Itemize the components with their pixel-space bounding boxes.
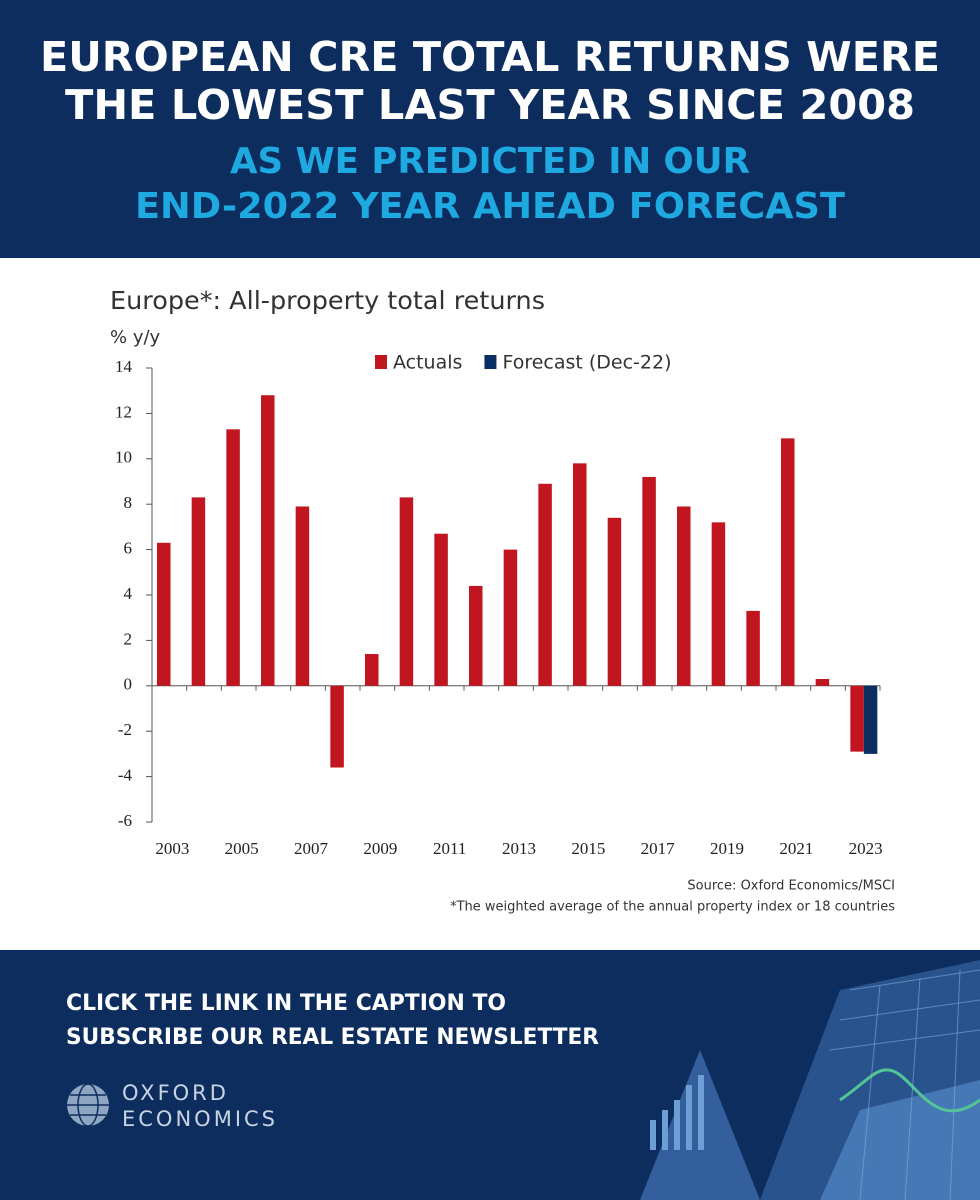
headline: EUROPEAN CRE TOTAL RETURNS WERE: [40, 33, 940, 81]
y-tick-label: -4: [118, 766, 133, 785]
y-tick-label: 8: [124, 493, 133, 512]
x-tick-label: 2011: [433, 839, 466, 858]
bar: [261, 395, 275, 686]
headline: THE LOWEST LAST YEAR SINCE 2008: [65, 81, 915, 129]
bar: [781, 438, 795, 686]
logo-text: ECONOMICS: [122, 1107, 278, 1131]
cta-text: SUBSCRIBE OUR REAL ESTATE NEWSLETTER: [66, 1025, 599, 1050]
bar: [573, 463, 587, 686]
subheadline: END-2022 YEAR AHEAD FORECAST: [135, 186, 845, 227]
bar: [677, 506, 691, 686]
header-band: [0, 0, 980, 258]
x-tick-label: 2009: [363, 839, 397, 858]
chart-title: Europe*: All-property total returns: [110, 286, 545, 315]
legend-label: Actuals: [393, 352, 462, 374]
x-tick-label: 2005: [225, 839, 259, 858]
bar: [157, 542, 171, 686]
bar: [295, 506, 310, 686]
x-tick-label: 2019: [710, 839, 744, 858]
bar: [191, 497, 206, 686]
bar: [399, 497, 414, 686]
source-note: Source: Oxford Economics/MSCI: [687, 879, 895, 894]
bar: [746, 610, 760, 686]
bar: [503, 549, 518, 686]
logo-text: OXFORD: [122, 1081, 229, 1105]
bar: [330, 685, 344, 768]
x-tick-label: 2013: [502, 839, 536, 858]
legend-swatch: [484, 355, 497, 369]
bar: [863, 685, 878, 754]
y-tick-label: -6: [118, 811, 132, 830]
y-tick-label: 2: [124, 629, 133, 648]
y-axis-label: % y/y: [110, 327, 161, 348]
bar: [226, 429, 240, 686]
bar: [711, 522, 726, 686]
footnote: *The weighted average of the annual prop…: [450, 900, 895, 915]
x-tick-label: 2023: [849, 839, 883, 858]
bar: [365, 654, 379, 686]
y-tick-label: 0: [124, 675, 133, 694]
x-tick-label: 2003: [155, 839, 189, 858]
y-tick-label: 12: [115, 402, 132, 421]
y-tick-label: 4: [124, 584, 133, 603]
bar: [850, 685, 864, 752]
y-tick-label: 14: [115, 357, 133, 376]
x-tick-label: 2021: [779, 839, 813, 858]
x-tick-label: 2007: [294, 839, 329, 858]
legend-label: Forecast (Dec-22): [502, 352, 671, 374]
building-art: [640, 960, 980, 1200]
bar: [434, 533, 448, 686]
bar: [815, 678, 830, 686]
legend-swatch: [375, 355, 387, 369]
bar: [538, 483, 552, 686]
bar: [469, 585, 483, 686]
y-tick-label: 6: [124, 539, 133, 558]
x-tick-label: 2017: [641, 839, 676, 858]
subheadline: AS WE PREDICTED IN OUR: [230, 141, 750, 182]
bar: [607, 517, 622, 686]
cta-text: CLICK THE LINK IN THE CAPTION TO: [66, 991, 506, 1016]
y-tick-label: -2: [118, 720, 132, 739]
x-tick-label: 2015: [571, 839, 605, 858]
y-tick-label: 10: [115, 448, 132, 467]
logo-grid: [67, 1083, 109, 1127]
bar: [642, 476, 656, 686]
